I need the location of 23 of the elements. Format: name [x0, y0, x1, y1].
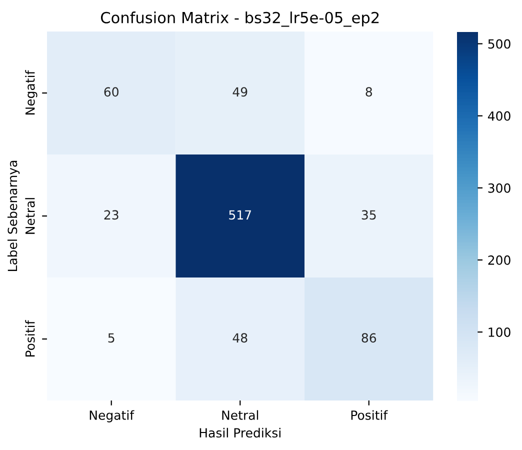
color-bar-label: 300 — [488, 183, 510, 193]
data-label: 48 — [232, 333, 248, 343]
color-bar-label: 100 — [488, 328, 510, 337]
data-label: 86 — [362, 333, 376, 343]
data-label: 23 — [104, 210, 118, 220]
x-tick-label: Negatif — [90, 410, 134, 422]
y-tick-label: Netral — [25, 198, 35, 234]
color-bar-label: 200 — [488, 255, 510, 265]
data-label: 8 — [366, 87, 372, 97]
data-label: 49 — [232, 87, 248, 97]
y-axis-title: Label Sebenarnya — [8, 160, 20, 271]
y-tick-label: Negatif — [25, 70, 38, 114]
data-label: 35 — [362, 210, 376, 220]
data-label: 5 — [108, 333, 114, 343]
color-bar-label: 400 — [488, 111, 510, 121]
data-label: 60 — [104, 87, 118, 97]
x-tick-label: Positif — [351, 410, 388, 420]
color-bar-label: 500 — [488, 39, 510, 49]
x-axis-title: Hasil Prediksi — [200, 428, 280, 438]
x-tick-label: Netral — [222, 410, 258, 420]
data-label: 517 — [229, 210, 251, 220]
chart-title: Confusion Matrix - bs32_lr5e-05_ep2 — [100, 12, 379, 27]
y-tick-label: Positif — [25, 320, 35, 357]
